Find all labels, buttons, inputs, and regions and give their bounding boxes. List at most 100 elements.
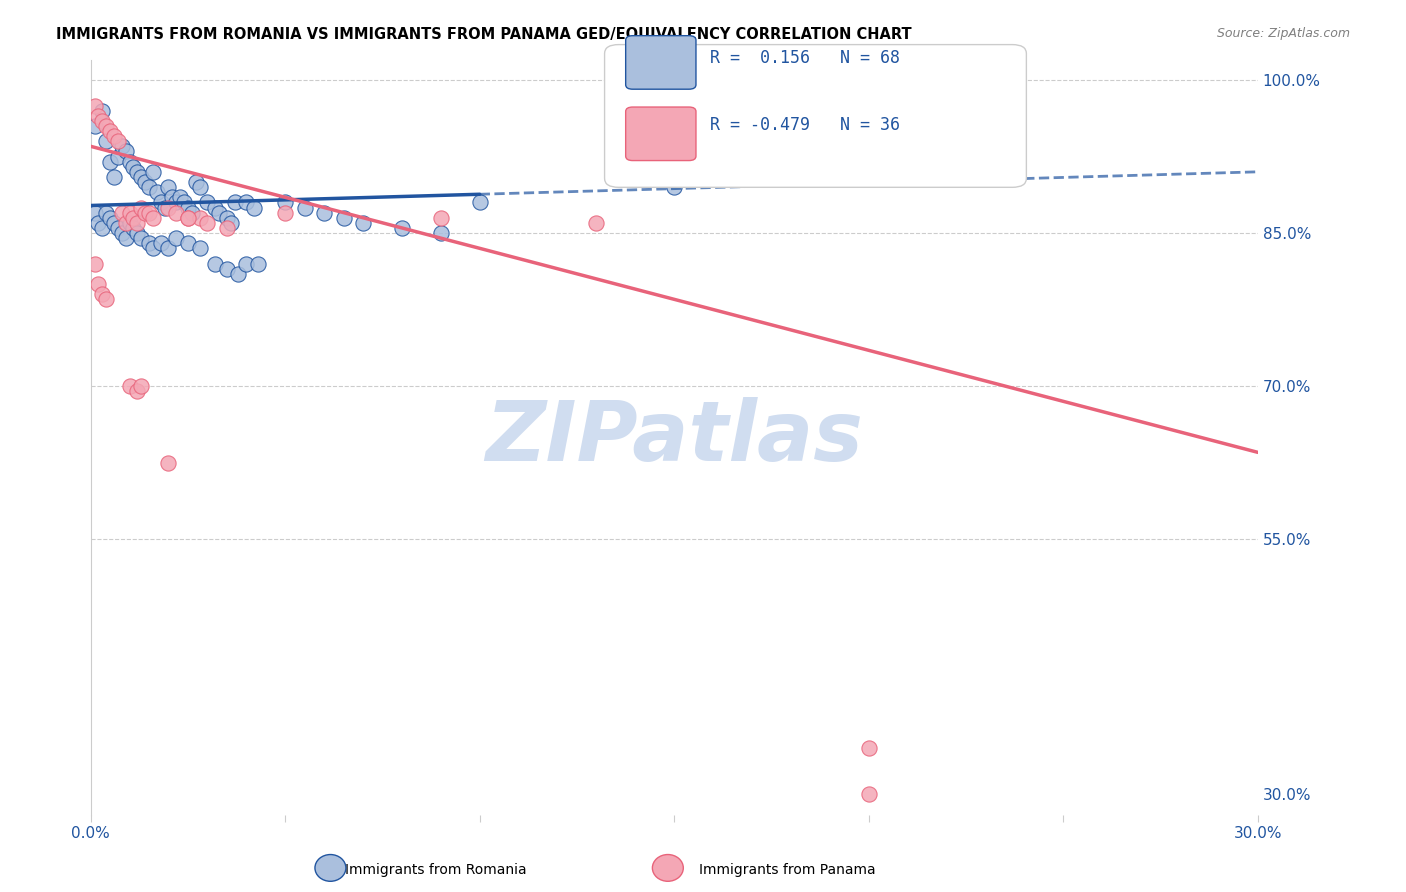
Text: Source: ZipAtlas.com: Source: ZipAtlas.com: [1216, 27, 1350, 40]
Point: [188, 241, 211, 255]
Point: [145, 185, 167, 199]
Point: [98, 154, 121, 169]
Point: [294, 201, 316, 215]
Text: R =  0.156   N = 68: R = 0.156 N = 68: [710, 49, 900, 67]
Point: [98, 211, 121, 225]
Point: [138, 236, 160, 251]
Point: [157, 180, 180, 194]
Point: [134, 175, 156, 189]
Point: [114, 231, 136, 245]
Point: [165, 195, 187, 210]
Point: [274, 195, 297, 210]
Point: [177, 211, 200, 225]
Point: [858, 787, 880, 801]
Point: [177, 236, 200, 251]
Point: [127, 216, 149, 230]
Point: [114, 145, 136, 159]
Point: [235, 257, 257, 271]
Point: [157, 201, 180, 215]
Text: R = -0.479   N = 36: R = -0.479 N = 36: [710, 116, 900, 134]
Point: [127, 165, 149, 179]
Point: [468, 195, 491, 210]
Text: Immigrants from Panama: Immigrants from Panama: [699, 863, 876, 877]
Point: [87, 216, 110, 230]
Point: [312, 205, 335, 219]
Point: [243, 201, 266, 215]
Point: [246, 257, 269, 271]
Point: [111, 205, 134, 219]
Point: [127, 384, 149, 399]
Point: [195, 216, 218, 230]
Point: [585, 216, 607, 230]
Point: [122, 221, 145, 235]
Point: [103, 216, 125, 230]
Point: [87, 109, 110, 123]
Point: [149, 236, 172, 251]
Point: [122, 211, 145, 225]
Point: [228, 267, 250, 281]
Point: [91, 113, 114, 128]
Point: [352, 216, 374, 230]
Point: [142, 165, 165, 179]
Point: [430, 226, 453, 240]
Point: [430, 211, 453, 225]
Point: [165, 231, 187, 245]
Point: [215, 261, 238, 276]
Point: [180, 205, 202, 219]
Point: [122, 160, 145, 174]
Point: [83, 257, 105, 271]
Point: [169, 190, 191, 204]
Point: [103, 129, 125, 144]
Point: [184, 175, 207, 189]
Point: [127, 226, 149, 240]
Point: [177, 211, 200, 225]
Text: IMMIGRANTS FROM ROMANIA VS IMMIGRANTS FROM PANAMA GED/EQUIVALENCY CORRELATION CH: IMMIGRANTS FROM ROMANIA VS IMMIGRANTS FR…: [56, 27, 912, 42]
Point: [129, 231, 152, 245]
Point: [129, 201, 152, 215]
Point: [118, 379, 141, 393]
Point: [157, 241, 180, 255]
Text: ZIPatlas: ZIPatlas: [485, 397, 863, 477]
Point: [114, 216, 136, 230]
Point: [142, 211, 165, 225]
Point: [664, 180, 686, 194]
Point: [83, 205, 105, 219]
Point: [96, 293, 118, 307]
Point: [111, 226, 134, 240]
Point: [332, 211, 354, 225]
Point: [162, 190, 184, 204]
Point: [118, 205, 141, 219]
Point: [149, 195, 172, 210]
Point: [103, 169, 125, 184]
Point: [219, 216, 242, 230]
Point: [177, 201, 200, 215]
Point: [83, 119, 105, 133]
Point: [204, 201, 226, 215]
Point: [107, 221, 129, 235]
Point: [96, 134, 118, 148]
Point: [118, 216, 141, 230]
Point: [173, 195, 195, 210]
Point: [138, 180, 160, 194]
Point: [96, 205, 118, 219]
Point: [87, 277, 110, 291]
Point: [83, 98, 105, 112]
Point: [391, 221, 413, 235]
Point: [274, 205, 297, 219]
Point: [98, 124, 121, 138]
Point: [165, 205, 187, 219]
Point: [107, 134, 129, 148]
Point: [96, 119, 118, 133]
Point: [118, 154, 141, 169]
Text: Immigrants from Romania: Immigrants from Romania: [344, 863, 527, 877]
Point: [107, 149, 129, 163]
Point: [91, 221, 114, 235]
Point: [153, 201, 176, 215]
Point: [129, 379, 152, 393]
Point: [858, 741, 880, 756]
Point: [188, 180, 211, 194]
Point: [91, 103, 114, 118]
Point: [224, 195, 246, 210]
Point: [215, 221, 238, 235]
Point: [91, 287, 114, 301]
